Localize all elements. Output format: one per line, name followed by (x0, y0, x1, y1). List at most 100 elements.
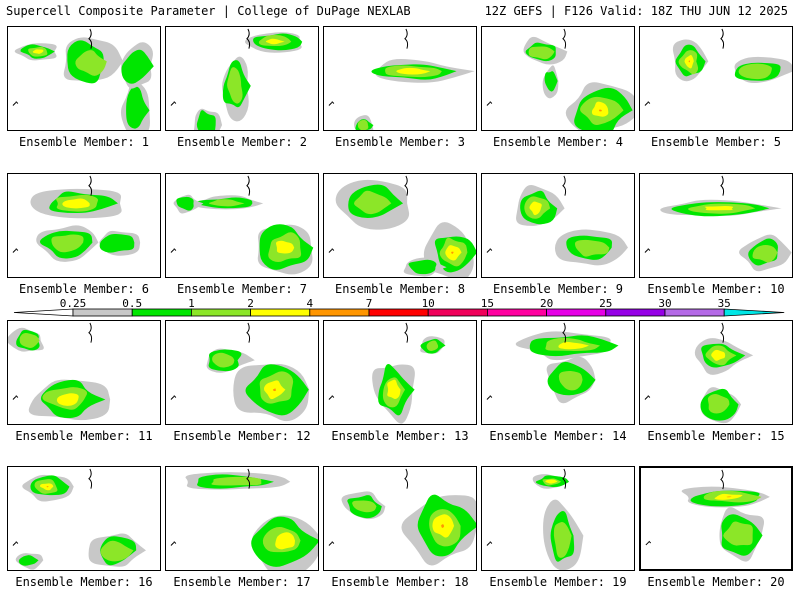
coastline (170, 468, 251, 546)
colorbar-segment (250, 308, 311, 317)
scp-field (170, 28, 303, 130)
colorbar-tick-label: 30 (658, 297, 672, 310)
scp-field (12, 468, 146, 570)
scp-contour (100, 540, 134, 562)
colorbar-tick-label: 10 (421, 297, 435, 310)
colorbar-tick-label: 4 (306, 297, 314, 310)
member-map-panel[interactable] (7, 466, 161, 571)
scp-contour (426, 340, 439, 351)
member-map-panel[interactable] (481, 173, 635, 278)
member-map-panel[interactable] (639, 173, 793, 278)
scp-contour (19, 332, 40, 348)
scp-contour (558, 370, 583, 391)
coastline (328, 175, 409, 253)
coastline (645, 469, 724, 546)
scp-contour (211, 476, 262, 486)
scp-field (8, 322, 111, 421)
colorbar-segment (664, 308, 725, 317)
scp-contour (558, 341, 589, 350)
scp-contour (445, 245, 462, 261)
scp-contour (441, 524, 445, 528)
colorbar-tick-label: 0.5 (122, 297, 143, 310)
scp-contour (265, 38, 285, 45)
scp-contour (357, 119, 369, 130)
member-map-panel[interactable] (165, 466, 319, 571)
member-label: Ensemble Member: 12 (173, 429, 311, 443)
scp-contour (704, 206, 734, 211)
scp-field (644, 322, 754, 424)
scp-field (486, 468, 584, 570)
member-map-panel[interactable] (323, 173, 477, 278)
scp-field (12, 28, 154, 130)
scp-contour (99, 233, 135, 253)
colorbar-arrow-left (13, 308, 74, 317)
valid-time: 12Z GEFS | F126 Valid: 18Z THU JUN 12 20… (484, 4, 788, 18)
colorbar-segment (546, 308, 607, 317)
coastline (644, 175, 725, 253)
scp-field (486, 175, 628, 266)
member-map-panel[interactable] (7, 26, 161, 131)
colorbar-tick-label: 25 (599, 297, 613, 310)
colorbar-segment (486, 308, 547, 317)
scp-contour (707, 393, 730, 414)
member-map-panel[interactable] (639, 26, 793, 131)
scp-contour (711, 349, 726, 361)
colorbar-tick-label: 20 (539, 297, 554, 310)
scp-contour (723, 521, 753, 546)
coastline (12, 175, 93, 253)
coastline (644, 322, 725, 400)
scp-contour (599, 109, 602, 112)
scp-contour (227, 67, 243, 104)
scp-contour (451, 251, 454, 254)
coastline (328, 322, 409, 400)
scp-contour (545, 479, 558, 484)
scp-contour (528, 46, 555, 60)
scp-field (328, 175, 476, 277)
member-map-panel[interactable] (481, 320, 635, 425)
member-label: Ensemble Member: 3 (334, 135, 466, 149)
member-map-panel[interactable] (323, 466, 477, 571)
scp-contour (272, 388, 276, 392)
coastline (486, 468, 567, 546)
member-label: Ensemble Member: 10 (647, 282, 785, 296)
scp-contour (408, 259, 437, 275)
scp-contour (529, 201, 542, 216)
scp-contour (39, 483, 54, 491)
member-map-panel[interactable] (165, 320, 319, 425)
scp-field (486, 322, 619, 404)
scp-contour (352, 500, 377, 513)
scp-contour (726, 496, 732, 498)
member-label: Ensemble Member: 15 (647, 429, 785, 443)
scp-field (328, 28, 475, 130)
scp-field (12, 175, 141, 262)
colorbar-segment (131, 308, 192, 317)
scp-contour (196, 110, 216, 130)
member-map-panel[interactable] (323, 320, 477, 425)
member-map-panel[interactable] (7, 173, 161, 278)
coastline (170, 175, 251, 253)
colorbar-tick-label: 2 (247, 297, 254, 310)
colorbar-segment (309, 308, 370, 317)
scp-contour (275, 532, 296, 550)
scp-contour (591, 101, 609, 117)
member-label: Ensemble Member: 6 (18, 282, 150, 296)
coastline (12, 468, 93, 546)
member-map-panel[interactable] (7, 320, 161, 425)
scp-contour (212, 352, 235, 368)
scp-field (170, 175, 314, 275)
member-label: Ensemble Member: 18 (331, 575, 469, 589)
scp-field (328, 468, 476, 566)
member-map-panel[interactable] (165, 173, 319, 278)
scp-contour (738, 63, 772, 80)
member-map-panel[interactable] (165, 26, 319, 131)
colorbar-segment (723, 308, 785, 317)
scp-field (486, 28, 634, 130)
member-map-panel[interactable] (323, 26, 477, 131)
member-label: Ensemble Member: 9 (492, 282, 624, 296)
colorbar-tick-label: 15 (480, 297, 495, 310)
member-map-panel[interactable] (639, 320, 793, 425)
member-map-panel[interactable] (481, 26, 635, 131)
colorbar (0, 297, 800, 321)
member-map-panel[interactable] (481, 466, 635, 571)
member-map-panel[interactable] (639, 466, 793, 571)
